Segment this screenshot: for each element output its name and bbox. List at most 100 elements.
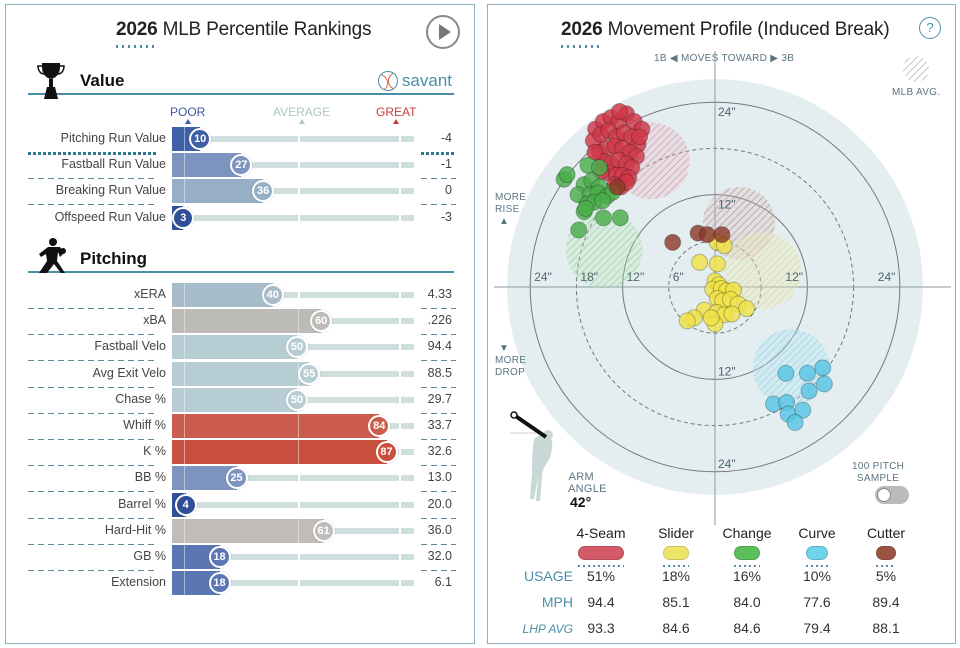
usage-value: 51%	[586, 568, 616, 584]
percentile-badge: 25	[225, 467, 248, 490]
pitch-dot-change	[558, 166, 576, 184]
percentile-row[interactable]: Extension 18 6.1	[6, 570, 476, 596]
scale-great: GREAT	[376, 105, 416, 124]
savant-logo[interactable]: savant	[377, 71, 452, 91]
row-separator	[421, 517, 456, 519]
metric-name: xBA	[143, 313, 166, 328]
percentile-row[interactable]: Fastball Run Value 27 -1	[6, 152, 476, 178]
title-underline	[116, 45, 158, 48]
mlb-avg-legend-swatch	[903, 56, 929, 82]
row-separator	[421, 178, 456, 180]
pitch-dot-slider	[738, 300, 756, 318]
row-separator	[421, 543, 456, 545]
movement-title: 2026 Movement Profile (Induced Break)	[561, 19, 890, 40]
ring-tick-label: 12"	[718, 198, 736, 212]
row-separator	[28, 334, 158, 336]
row-separator	[421, 412, 456, 414]
percentile-badge: 27	[230, 154, 253, 177]
swatch-underline	[663, 565, 689, 567]
pitch-color-swatch[interactable]	[876, 546, 896, 560]
metric-name: Avg Exit Velo	[92, 365, 166, 380]
percentile-track	[172, 136, 414, 142]
metric-name: Pitching Run Value	[60, 131, 166, 145]
percentile-bar	[172, 309, 322, 334]
row-separator	[28, 439, 158, 440]
ring-tick-label: 12"	[718, 364, 736, 378]
metric-value: 6.1	[434, 575, 452, 590]
percentile-bar	[172, 283, 273, 307]
ring-tick-label: 24"	[718, 105, 736, 119]
row-separator	[421, 465, 456, 467]
more-drop-label: ▼ MORE DROP	[495, 343, 527, 378]
percentile-badge: 3	[172, 206, 195, 229]
percentile-bar	[172, 335, 297, 360]
pitch-type-header[interactable]: Slider	[658, 525, 694, 541]
percentile-row[interactable]: BB % 25 13.0	[6, 465, 476, 491]
metric-name: Breaking Run Value	[55, 183, 166, 198]
percentile-row[interactable]: Avg Exit Velo 55 88.5	[6, 361, 476, 387]
toggle-knob	[877, 488, 891, 502]
metric-value: 4.33	[427, 287, 452, 301]
pitch-type-header[interactable]: Change	[722, 525, 772, 541]
percentile-bar	[172, 440, 387, 465]
movement-plot: 24" 18" 12" 6" 12" 24" 24" 12" 12" 24"	[494, 51, 951, 525]
percentile-row[interactable]: xBA 60 .226	[6, 308, 476, 334]
percentile-bar	[172, 387, 297, 412]
percentile-badge: 36	[252, 180, 275, 203]
metric-name: Extension	[111, 575, 166, 590]
percentile-row[interactable]: Fastball Velo 50 94.4	[6, 334, 476, 360]
pitch-type-header[interactable]: Cutter	[866, 525, 906, 541]
sample-toggle-label: 100 PITCH SAMPLE	[852, 461, 905, 484]
row-separator	[28, 152, 158, 155]
percentile-badge: 87	[375, 441, 398, 464]
percentile-track	[172, 162, 414, 169]
pitch-color-swatch[interactable]	[578, 546, 624, 560]
row-separator	[421, 570, 456, 571]
ring-tick-label: 12"	[627, 270, 645, 284]
percentile-row[interactable]: Barrel % 4 20.0	[6, 492, 476, 518]
sample-toggle[interactable]	[875, 486, 909, 504]
pitch-type-header[interactable]: Curve	[798, 525, 836, 541]
pitch-dot-4-seam	[631, 128, 649, 146]
play-button[interactable]	[426, 15, 460, 49]
pitch-dot-curve	[800, 382, 818, 400]
percentile-row[interactable]: GB % 18 32.0	[6, 544, 476, 570]
row-separator	[421, 360, 456, 362]
percentile-track	[172, 292, 414, 298]
percentile-rankings-panel: 2026 MLB Percentile Rankings Value savan…	[5, 4, 475, 644]
percentile-row[interactable]: Hard-Hit % 61 36.0	[6, 518, 476, 544]
percentile-row[interactable]: xERA 40 4.33	[6, 282, 476, 308]
percentile-row[interactable]: Breaking Run Value 36 0	[6, 178, 476, 204]
percentile-row[interactable]: Whiff % 84 33.7	[6, 413, 476, 439]
pitch-type-header[interactable]: 4-Seam	[576, 525, 626, 541]
pitch-dot-slider	[708, 255, 726, 273]
percentile-badge: 55	[298, 362, 321, 385]
lhp-avg-value: 88.1	[872, 620, 900, 636]
percentile-bar	[172, 153, 242, 178]
percentile-row[interactable]: Pitching Run Value 10 -4	[6, 126, 476, 152]
row-separator	[28, 386, 158, 388]
pitch-color-swatch[interactable]	[806, 546, 828, 560]
ring-tick-label: 24"	[534, 270, 552, 284]
metric-name: xERA	[134, 287, 166, 301]
percentile-track	[172, 475, 414, 482]
metric-name: BB %	[134, 470, 166, 485]
pitch-dot-cutter	[698, 226, 716, 244]
percentile-row[interactable]: K % 87 32.6	[6, 439, 476, 465]
row-separator	[421, 334, 456, 336]
percentile-row[interactable]: Offspeed Run Value 3 -3	[6, 205, 476, 231]
metric-value: 29.7	[427, 391, 452, 406]
pitch-dot-slider	[691, 253, 709, 271]
pitch-dot-curve	[815, 375, 833, 393]
movement-profile-panel: 2026 Movement Profile (Induced Break) ? …	[487, 4, 956, 644]
metric-name: Offspeed Run Value	[54, 209, 166, 224]
help-button[interactable]: ?	[919, 17, 941, 39]
pitch-color-swatch[interactable]	[734, 546, 760, 560]
pitch-color-swatch[interactable]	[663, 546, 689, 560]
percentile-row[interactable]: Chase % 50 29.7	[6, 387, 476, 413]
metric-value: 94.4	[427, 339, 452, 354]
percentile-track	[172, 501, 414, 508]
scale-average: AVERAGE	[273, 105, 330, 124]
swatch-underline	[578, 565, 624, 567]
row-separator	[28, 308, 158, 309]
